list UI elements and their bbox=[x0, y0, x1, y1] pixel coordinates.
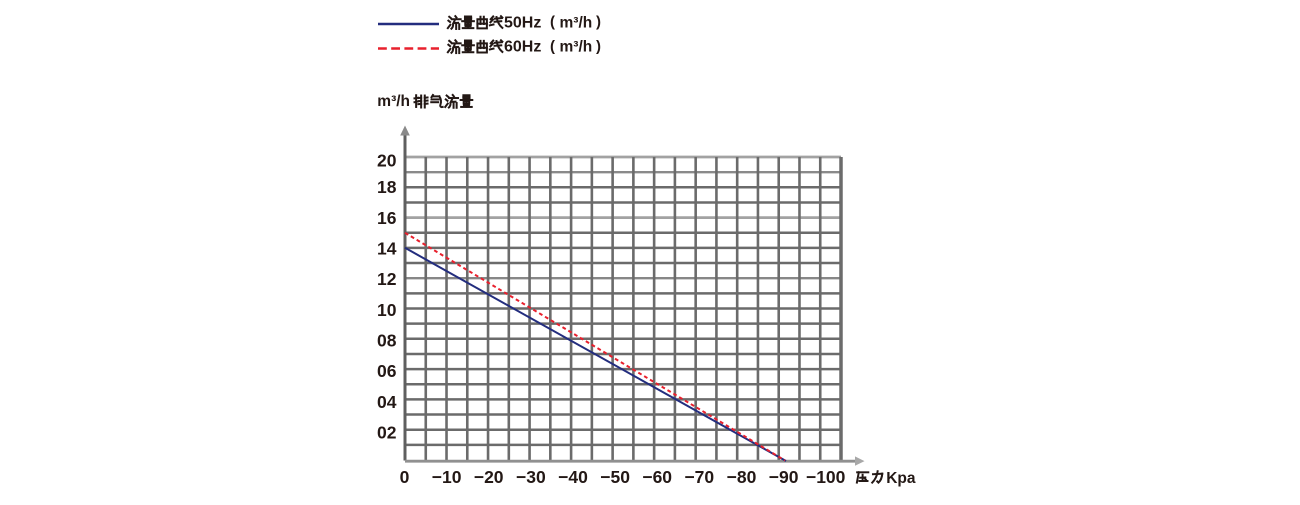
svg-text:Kpa: Kpa bbox=[886, 470, 916, 487]
svg-text:08: 08 bbox=[377, 331, 397, 351]
svg-text:): ) bbox=[596, 14, 601, 31]
svg-text:04: 04 bbox=[377, 392, 397, 412]
svg-text:m³/h: m³/h bbox=[560, 39, 593, 56]
svg-text:18: 18 bbox=[377, 177, 397, 197]
svg-text:16: 16 bbox=[377, 208, 397, 228]
svg-text:0: 0 bbox=[400, 467, 410, 487]
svg-text:−20: −20 bbox=[474, 467, 504, 487]
svg-text:−10: −10 bbox=[432, 467, 462, 487]
svg-text:14: 14 bbox=[377, 238, 397, 258]
svg-text:10: 10 bbox=[377, 300, 397, 320]
svg-text:(: ( bbox=[550, 38, 555, 55]
svg-text:−70: −70 bbox=[684, 467, 714, 487]
svg-text:m³/h: m³/h bbox=[560, 15, 593, 32]
svg-text:−50: −50 bbox=[600, 467, 630, 487]
svg-text:): ) bbox=[596, 38, 601, 55]
svg-text:20: 20 bbox=[377, 151, 397, 171]
svg-text:m³/h: m³/h bbox=[377, 93, 410, 110]
svg-text:−40: −40 bbox=[558, 467, 588, 487]
svg-text:06: 06 bbox=[377, 361, 397, 381]
svg-text:60Hz: 60Hz bbox=[504, 39, 541, 56]
svg-text:−30: −30 bbox=[516, 467, 546, 487]
svg-text:−90: −90 bbox=[769, 467, 799, 487]
svg-text:50Hz: 50Hz bbox=[504, 15, 541, 32]
svg-text:02: 02 bbox=[377, 423, 397, 443]
svg-text:12: 12 bbox=[377, 269, 397, 289]
svg-text:−100: −100 bbox=[806, 467, 846, 487]
svg-text:(: ( bbox=[550, 14, 555, 31]
svg-text:−60: −60 bbox=[642, 467, 672, 487]
svg-text:−80: −80 bbox=[727, 467, 757, 487]
